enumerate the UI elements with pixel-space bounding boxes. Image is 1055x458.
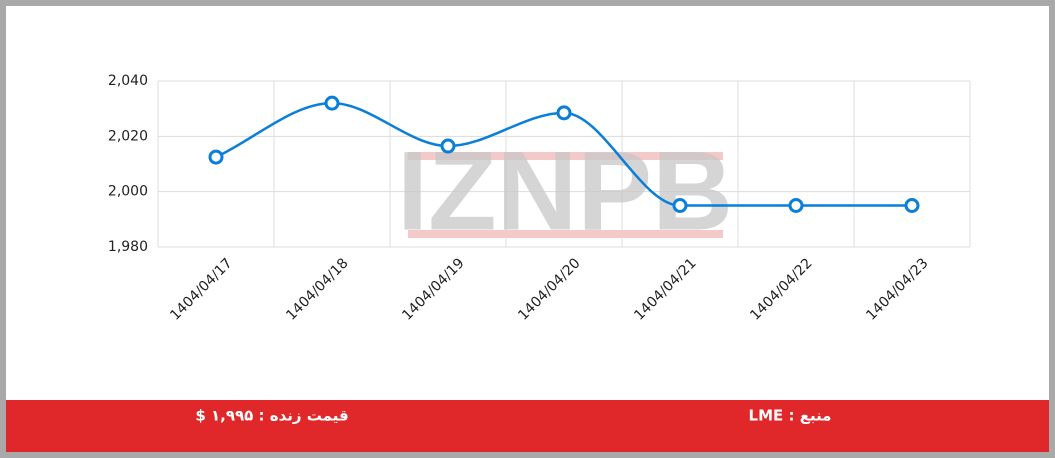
- point: [788, 198, 804, 213]
- watermark-stripe: [408, 152, 723, 160]
- point: [324, 95, 340, 111]
- y-tick-label: 2,040: [108, 73, 148, 89]
- point: [672, 198, 688, 213]
- point: [904, 198, 920, 213]
- footer-source: منبع : LME: [749, 407, 832, 425]
- panel: [6, 6, 1049, 452]
- footer-bar: [6, 400, 1049, 452]
- watermark-stripe: [408, 230, 723, 238]
- y-tick-label: 2,020: [108, 128, 148, 144]
- footer-price: قیمت زنده : ۱,۹۹۵ $: [195, 407, 348, 425]
- point: [440, 138, 456, 154]
- y-tick-label: 2,000: [108, 184, 148, 200]
- point: [208, 149, 224, 165]
- y-tick-label: 1,980: [108, 239, 148, 255]
- point: [556, 105, 572, 121]
